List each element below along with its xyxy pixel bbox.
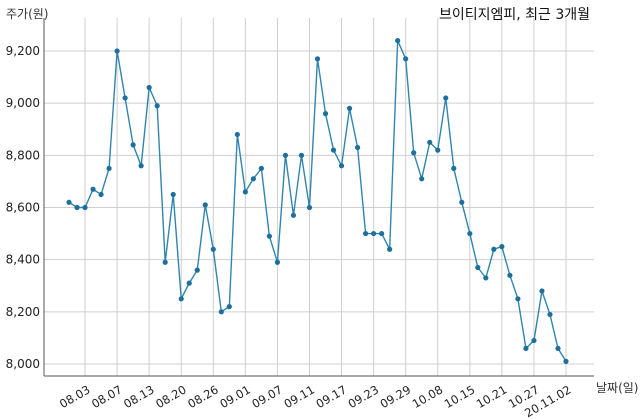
data-point xyxy=(491,246,497,252)
x-tick-label: 08.20 xyxy=(153,382,189,411)
data-point xyxy=(130,142,136,148)
data-point xyxy=(66,199,72,205)
chart-title: 브이티지엠피, 최근 3개월 xyxy=(439,7,590,23)
y-tick-label: 8,400 xyxy=(6,253,40,267)
data-point xyxy=(459,199,465,205)
data-point xyxy=(371,230,377,237)
data-point xyxy=(282,152,289,158)
y-tick-label: 8,800 xyxy=(6,148,40,162)
data-point xyxy=(122,95,128,101)
data-point xyxy=(290,212,297,218)
series-line xyxy=(68,40,567,362)
data-point xyxy=(563,358,569,364)
data-point xyxy=(82,204,88,211)
x-tick-label: 09.01 xyxy=(217,382,253,411)
data-point xyxy=(314,56,321,62)
series xyxy=(66,37,569,364)
data-point xyxy=(523,345,529,351)
data-point xyxy=(218,309,224,315)
data-point xyxy=(298,152,305,158)
data-point xyxy=(234,131,240,138)
x-tick-label: 08.26 xyxy=(185,382,221,411)
data-point xyxy=(363,230,369,237)
data-point xyxy=(411,150,417,156)
y-tick-label: 9,200 xyxy=(6,44,40,58)
data-point xyxy=(539,288,545,294)
data-point xyxy=(531,337,537,344)
data-point xyxy=(106,165,112,171)
x-tick-label: 09.29 xyxy=(378,382,414,411)
data-point xyxy=(515,296,521,302)
data-point xyxy=(395,37,401,44)
data-point xyxy=(266,233,272,239)
data-point xyxy=(306,204,313,211)
data-point xyxy=(90,186,96,192)
data-point xyxy=(210,246,216,252)
x-tick-label: 08.03 xyxy=(57,382,93,411)
data-point xyxy=(547,311,553,318)
data-point xyxy=(274,259,281,265)
x-tick-label: 09.23 xyxy=(346,382,382,411)
y-axis-label: 주가(원) xyxy=(6,7,48,21)
data-point xyxy=(346,105,353,111)
grid xyxy=(44,18,594,376)
x-tick-label: 10.15 xyxy=(442,382,478,411)
y-tick-labels: 8,000 8,200 8,400 8,600 8,800 9,000 9,200 xyxy=(6,44,40,371)
data-point xyxy=(403,56,409,62)
x-tick-label: 09.07 xyxy=(249,382,285,411)
data-point xyxy=(387,246,393,252)
data-point xyxy=(258,165,264,171)
data-point xyxy=(170,191,176,198)
data-point xyxy=(322,111,329,117)
x-axis-label: 날짜(일) xyxy=(596,381,638,395)
x-tick-labels: 08.0308.0708.1308.2008.2609.0109.0709.11… xyxy=(57,382,573,419)
data-point xyxy=(483,275,489,281)
data-point xyxy=(194,267,200,273)
data-point xyxy=(499,244,505,250)
x-tick-label: 08.13 xyxy=(121,382,157,411)
x-tick-label: 10.08 xyxy=(410,382,446,411)
data-point xyxy=(186,280,192,286)
data-point xyxy=(250,176,256,182)
data-point xyxy=(330,147,337,153)
y-tick-label: 8,000 xyxy=(6,357,40,371)
axes xyxy=(43,18,594,377)
data-point xyxy=(475,264,481,271)
data-point xyxy=(138,163,144,169)
data-point xyxy=(114,48,120,54)
data-point xyxy=(74,204,80,211)
y-tick-label: 8,600 xyxy=(6,201,40,215)
data-point xyxy=(226,304,232,310)
y-tick-label: 9,000 xyxy=(6,96,40,110)
data-point xyxy=(427,139,433,145)
data-point xyxy=(443,95,449,101)
data-point xyxy=(379,230,385,237)
data-point xyxy=(354,144,361,151)
data-point xyxy=(146,84,152,91)
x-tick-label: 09.17 xyxy=(314,382,350,411)
data-point xyxy=(202,202,208,208)
y-tick-label: 8,200 xyxy=(6,305,40,319)
data-point xyxy=(178,296,184,302)
data-point xyxy=(338,163,345,169)
data-point xyxy=(242,189,248,195)
x-tick-label: 10.21 xyxy=(474,382,510,411)
data-point xyxy=(507,272,513,278)
x-tick-label: 09.11 xyxy=(281,382,317,411)
data-point xyxy=(98,191,104,198)
data-point xyxy=(435,147,441,153)
data-point xyxy=(419,176,425,182)
data-point xyxy=(154,103,160,109)
data-point xyxy=(467,230,473,237)
data-point xyxy=(162,259,168,265)
x-tick-label: 08.07 xyxy=(89,382,125,411)
data-point xyxy=(555,345,561,351)
data-point xyxy=(451,165,457,171)
